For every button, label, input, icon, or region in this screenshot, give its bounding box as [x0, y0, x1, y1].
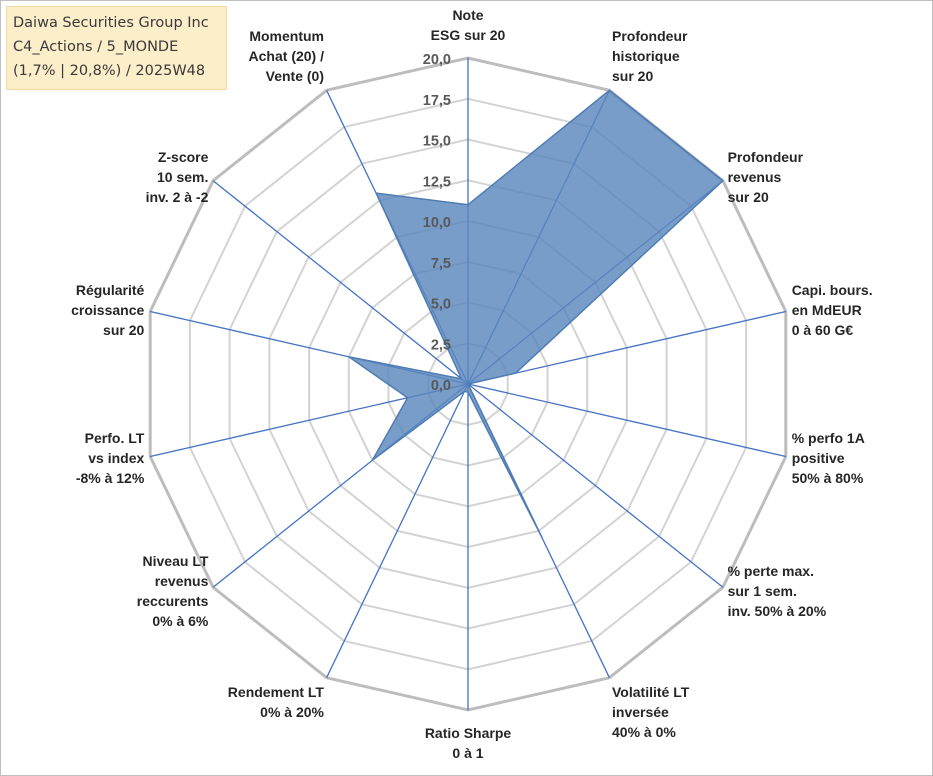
axis-label-group: Volatilité LT inversée 40% à 0%: [612, 684, 690, 740]
axis-label: revenus: [155, 573, 209, 589]
tick-label: 20,0: [423, 52, 451, 68]
axis-label: 0% à 6%: [152, 613, 209, 629]
axis-label-group: % perfo 1A positive 50% à 80%: [792, 430, 865, 486]
axis-label: Achat (20) /: [249, 48, 325, 64]
axis-label: Rendement LT: [228, 684, 325, 700]
axis-label-group: Niveau LT revenus reccurents 0% à 6%: [137, 553, 209, 629]
axis-label: sur 20: [612, 68, 653, 84]
title-line-company: Daiwa Securities Group Inc: [13, 15, 209, 31]
axis-label: revenus: [728, 169, 782, 185]
axis-label: Z-score: [158, 149, 209, 165]
axis-label: Momentum: [249, 28, 324, 44]
axis-label-group: Profondeur historique sur 20: [612, 28, 688, 84]
axis-label: Ratio Sharpe: [425, 725, 512, 741]
axis-label: Perfo. LT: [85, 430, 145, 446]
tick-label: 15,0: [423, 134, 451, 150]
radar-axis-labels: Note ESG sur 20 Profondeur historique sur 20…: [71, 7, 872, 761]
axis-label: 40% à 0%: [612, 724, 676, 740]
axis-label: Niveau LT: [143, 553, 209, 569]
axis-label-group: Note ESG sur 20: [431, 7, 506, 43]
axis-label: en MdEUR: [792, 302, 862, 318]
axis-label: Capi. bours.: [792, 282, 873, 298]
axis-label-group: % perte max. sur 1 sem. inv. 50% à 20%: [728, 563, 827, 619]
title-line-period: (1,7% | 20,8%) / 2025W48: [13, 63, 206, 79]
axis-label: sur 1 sem.: [728, 583, 797, 599]
tick-label: 5,0: [431, 297, 451, 313]
axis-label: sur 20: [103, 322, 144, 338]
axis-spoke: [467, 310, 786, 385]
axis-label-group: Capi. bours. en MdEUR 0 à 60 G€: [792, 282, 873, 338]
axis-label-group: Profondeur revenus sur 20: [728, 149, 804, 205]
tick-label: 12,5: [423, 174, 451, 190]
axis-label: Vente (0): [266, 68, 324, 84]
axis-label: % perte max.: [728, 563, 814, 579]
axis-label: % perfo 1A: [792, 430, 865, 446]
axis-label: -8% à 12%: [76, 470, 145, 486]
chart-title-box: Daiwa Securities Group Inc C4_Actions / …: [6, 6, 227, 90]
axis-label: ESG sur 20: [431, 27, 506, 43]
tick-label: 10,0: [423, 215, 451, 231]
axis-label: inv. 2 à -2: [146, 189, 209, 205]
axis-label: 0 à 1: [452, 745, 483, 761]
axis-label: sur 20: [728, 189, 769, 205]
axis-label-group: Régularité croissance sur 20: [71, 282, 144, 338]
axis-label: croissance: [71, 302, 144, 318]
tick-label: 0,0: [431, 378, 451, 394]
tick-label: 17,5: [423, 93, 451, 109]
axis-label-group: Z-score 10 sem. inv. 2 à -2: [146, 149, 209, 205]
axis-label: 0% à 20%: [260, 704, 324, 720]
tick-label: 2,5: [431, 337, 451, 353]
radar-series: [348, 89, 724, 539]
axis-label-group: Rendement LT 0% à 20%: [228, 684, 325, 720]
axis-label: Volatilité LT: [612, 684, 690, 700]
axis-spoke: [467, 383, 724, 588]
axis-label: Profondeur: [728, 149, 804, 165]
title-line-category: C4_Actions / 5_MONDE: [13, 39, 179, 55]
axis-label: 0 à 60 G€: [792, 322, 854, 338]
axis-label-group: Ratio Sharpe 0 à 1: [425, 725, 512, 761]
axis-label: historique: [612, 48, 680, 64]
radar-tick-labels: 0,0 2,5 5,0 7,5 10,0 12,5 15,0 17,5 20,0: [423, 52, 451, 394]
axis-label: 50% à 80%: [792, 470, 864, 486]
tick-label: 7,5: [431, 256, 451, 272]
axis-label-group: Momentum Achat (20) / Vente (0): [249, 28, 325, 84]
axis-label: positive: [792, 450, 845, 466]
axis-label: Note: [452, 7, 483, 23]
axis-label: Régularité: [76, 282, 145, 298]
axis-label: Profondeur: [612, 28, 688, 44]
axis-label: reccurents: [137, 593, 209, 609]
axis-spoke: [326, 383, 469, 678]
series-area: [348, 89, 724, 539]
axis-spoke: [467, 383, 786, 458]
axis-label-group: Perfo. LT vs index -8% à 12%: [76, 430, 145, 486]
axis-label: vs index: [88, 450, 144, 466]
axis-spoke: [212, 180, 469, 385]
axis-label: inv. 50% à 20%: [728, 603, 827, 619]
axis-label: inversée: [612, 704, 669, 720]
axis-label: 10 sem.: [157, 169, 208, 185]
